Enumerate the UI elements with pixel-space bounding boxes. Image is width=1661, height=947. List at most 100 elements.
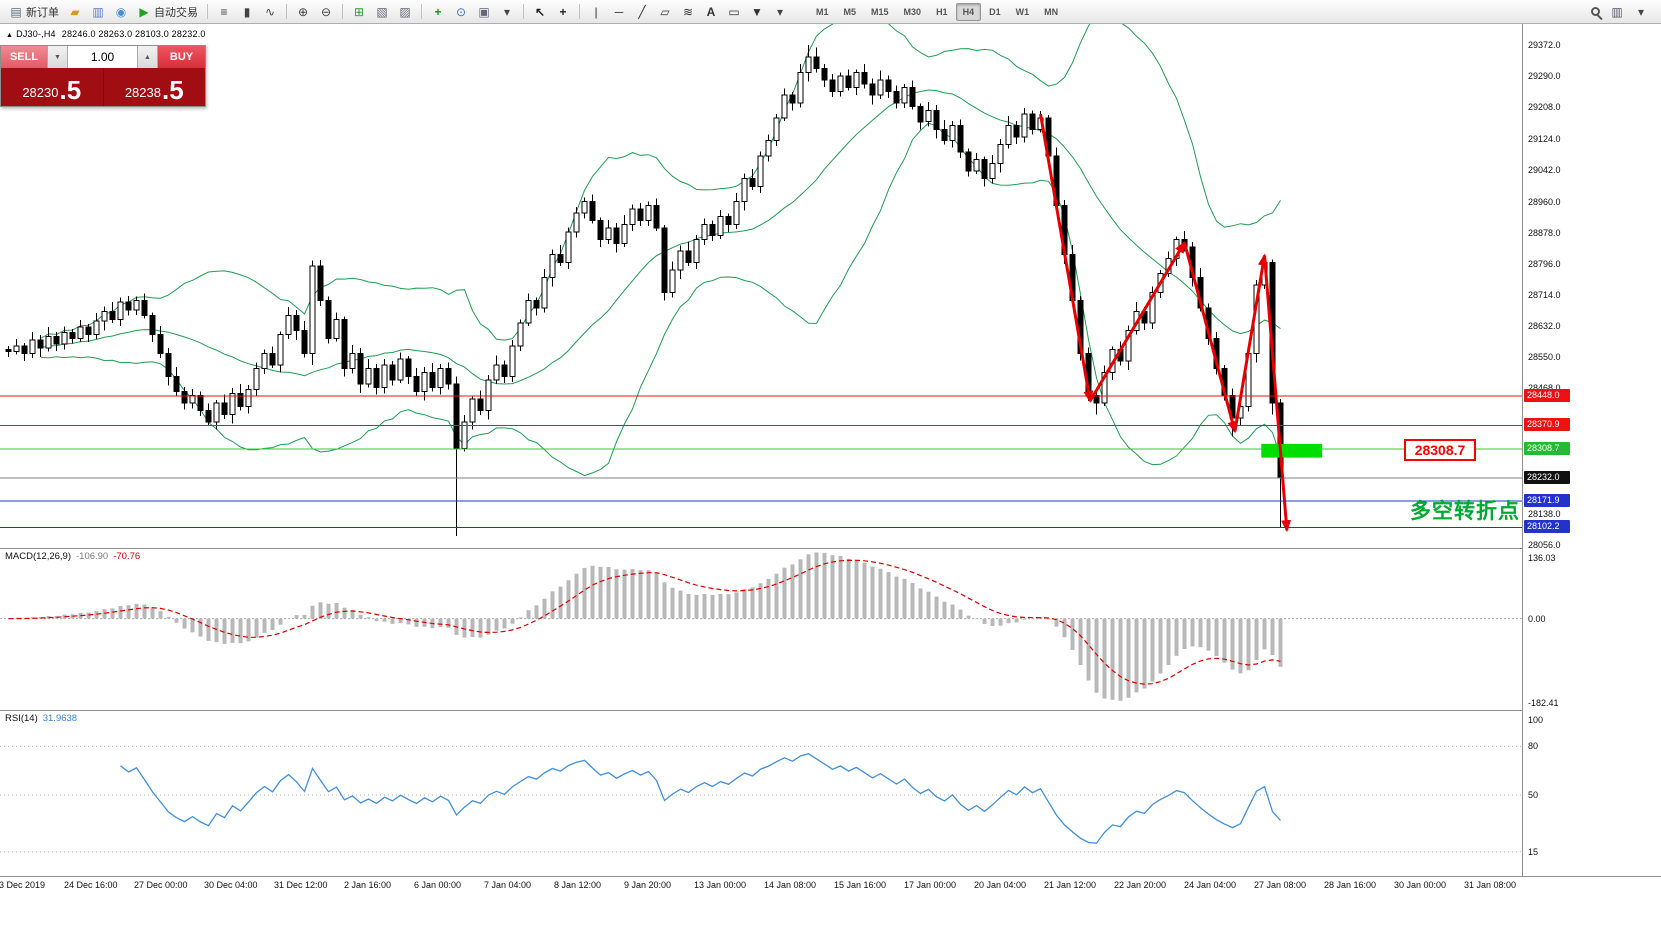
- timeframe-m5-button[interactable]: M5: [843, 6, 857, 17]
- price-axis[interactable]: 29372.0 29290.0 29208.0 29124.0 29042.0 28960…: [1523, 24, 1661, 876]
- new-order-button[interactable]: ▤ 新订单: [5, 2, 63, 22]
- trend-arrows-annotation[interactable]: [1039, 113, 1292, 533]
- bollinger-upper: [40, 24, 1281, 341]
- toolbar-separator: [342, 4, 343, 19]
- channel-tool-icon-button[interactable]: ▱: [654, 3, 676, 21]
- new-order-icon: ▤: [10, 4, 22, 19]
- sell-button[interactable]: SELL: [1, 46, 47, 68]
- metaeditor-icon: ▰: [70, 4, 80, 19]
- arrows-tool-icon-button[interactable]: ▼: [746, 3, 768, 21]
- more-icon[interactable]: ▾: [1637, 4, 1645, 19]
- window-layout-icon[interactable]: ▥: [1611, 4, 1623, 19]
- price-level-flag-annotation[interactable]: 28308.7: [1404, 439, 1476, 461]
- macd-signal-line: [8, 559, 1281, 685]
- macd-panel-separator[interactable]: [0, 548, 1661, 549]
- market-watch-icon-button[interactable]: ▥: [87, 3, 109, 21]
- macd-scale-label: 136.03: [1528, 553, 1556, 563]
- search-icon[interactable]: [1591, 7, 1600, 16]
- timeframe-h1-button[interactable]: H1: [936, 6, 948, 17]
- time-axis-label: 17 Jan 00:00: [904, 880, 957, 890]
- price-axis-label: 28138.0: [1528, 509, 1561, 519]
- symbol-name: DJ30-,H4: [16, 29, 56, 39]
- line-chart-icon-button[interactable]: ∿: [259, 3, 281, 21]
- time-axis-label: 31 Jan 08:00: [1464, 880, 1517, 890]
- navigator-icon-button[interactable]: ◉: [110, 3, 132, 21]
- text-tool-icon-button[interactable]: A: [700, 3, 722, 21]
- volume-input[interactable]: 1.00: [68, 46, 137, 68]
- price-badge-28308.7: 28308.7: [1524, 442, 1570, 455]
- toolbar-separator: [421, 4, 422, 19]
- periods-icon-button[interactable]: ⊙: [450, 3, 472, 21]
- vertical-line-tool-icon: |: [594, 4, 598, 19]
- macd-scale-label: -182.41: [1528, 698, 1559, 708]
- rsi-scale-label: 100: [1528, 715, 1544, 725]
- fibonacci-tool-icon: ≋: [682, 4, 694, 19]
- auto-trading-icon: ▶: [139, 4, 149, 19]
- price-axis-label: 28468.0: [1528, 383, 1561, 393]
- symbol-header: ▲ DJ30-,H4 28246.0 28263.0 28103.0 28232.0: [6, 29, 206, 39]
- order-prices-row: 28230.5 28238.5: [1, 68, 205, 106]
- horizontal-line-tool-icon-button[interactable]: ─: [608, 3, 630, 21]
- arrows-dropdown-icon: ▾: [776, 4, 784, 19]
- time-axis-label: 15 Jan 16:00: [834, 880, 887, 890]
- rsi-panel-separator[interactable]: [0, 710, 1661, 711]
- timeframe-m1-button[interactable]: M1: [816, 6, 829, 17]
- buy-button[interactable]: BUY: [158, 46, 205, 68]
- label-tool-icon: ▭: [728, 4, 740, 19]
- toolbar-separator: [207, 4, 208, 19]
- auto-trading-button[interactable]: ▶ 自动交易: [133, 2, 202, 22]
- tile-windows-icon: ⊞: [353, 4, 365, 19]
- arrows-dropdown-icon-button[interactable]: ▾: [769, 3, 791, 21]
- chart-shift-icon-button[interactable]: ▣: [473, 3, 495, 21]
- auto-trading-label: 自动交易: [154, 6, 198, 19]
- add-indicator-icon-button[interactable]: +: [427, 3, 449, 21]
- note-text-annotation[interactable]: 多空转折点: [1410, 500, 1520, 523]
- volume-up-button[interactable]: ▲: [137, 46, 158, 68]
- horizontal-lines[interactable]: [0, 395, 1522, 528]
- chart-dropdown-icon-button[interactable]: ▾: [496, 3, 518, 21]
- main-chart[interactable]: [0, 24, 1522, 876]
- price-badge-28171.9: 28171.9: [1524, 494, 1570, 507]
- price-axis-label: 29208.0: [1528, 102, 1561, 112]
- zoom-out-icon-button[interactable]: ⊖: [315, 3, 337, 21]
- time-axis-label: 6 Jan 00:00: [414, 880, 462, 890]
- channel-tool-icon: ▱: [660, 4, 670, 19]
- timeframe-d1-button[interactable]: D1: [989, 6, 1001, 17]
- crosshair-icon-button[interactable]: +: [552, 3, 574, 21]
- label-tool-icon-button[interactable]: ▭: [723, 3, 745, 21]
- time-axis-label: 13 Jan 00:00: [694, 880, 747, 890]
- time-axis[interactable]: 23 Dec 2019 24 Dec 16:00 27 Dec 00:00 30 De…: [0, 877, 1661, 895]
- trendline-tool-icon-button[interactable]: ╱: [631, 3, 653, 21]
- timeframe-mn-button[interactable]: MN: [1044, 6, 1059, 17]
- collapse-arrow-icon[interactable]: ▲: [6, 32, 14, 39]
- metaeditor-icon-button[interactable]: ▰: [64, 3, 86, 21]
- candlestick-chart-icon-button[interactable]: ▮: [236, 3, 258, 21]
- price-axis-label: 28714.0: [1528, 290, 1561, 300]
- templates-icon-button[interactable]: ▧: [371, 3, 393, 21]
- time-axis-label: 22 Jan 20:00: [1114, 880, 1167, 890]
- time-axis-label: 31 Dec 12:00: [274, 880, 328, 890]
- vertical-line-tool-icon-button[interactable]: |: [585, 3, 607, 21]
- zoom-out-icon: ⊖: [320, 4, 332, 19]
- rsi-value: 31.9638: [42, 713, 78, 724]
- time-axis-label: 8 Jan 12:00: [554, 880, 602, 890]
- zoom-in-icon-button[interactable]: ⊕: [292, 3, 314, 21]
- timeframe-h4-button[interactable]: H4: [955, 2, 982, 21]
- fibonacci-tool-icon-button[interactable]: ≋: [677, 3, 699, 21]
- volume-down-button[interactable]: ▼: [47, 46, 68, 68]
- profiles-icon-button[interactable]: ▨: [394, 3, 416, 21]
- templates-icon: ▧: [376, 4, 388, 19]
- price-badge-28370.9: 28370.9: [1524, 418, 1570, 431]
- timeframe-m30-button[interactable]: M30: [903, 6, 922, 17]
- text-tool-icon: A: [706, 4, 716, 19]
- timeframe-w1-button[interactable]: W1: [1015, 6, 1030, 17]
- time-axis-separator: [0, 876, 1661, 877]
- cursor-icon: ↖: [534, 4, 546, 19]
- sell-price-main: 28230: [22, 85, 59, 100]
- timeframe-m15-button[interactable]: M15: [871, 6, 889, 17]
- time-axis-label: 24 Dec 16:00: [64, 880, 118, 890]
- tile-windows-icon-button[interactable]: ⊞: [348, 3, 370, 21]
- bar-chart-icon-button[interactable]: ≡: [213, 3, 235, 21]
- cursor-icon-button[interactable]: ↖: [529, 3, 551, 21]
- highlight-box-annotation[interactable]: [1261, 443, 1323, 458]
